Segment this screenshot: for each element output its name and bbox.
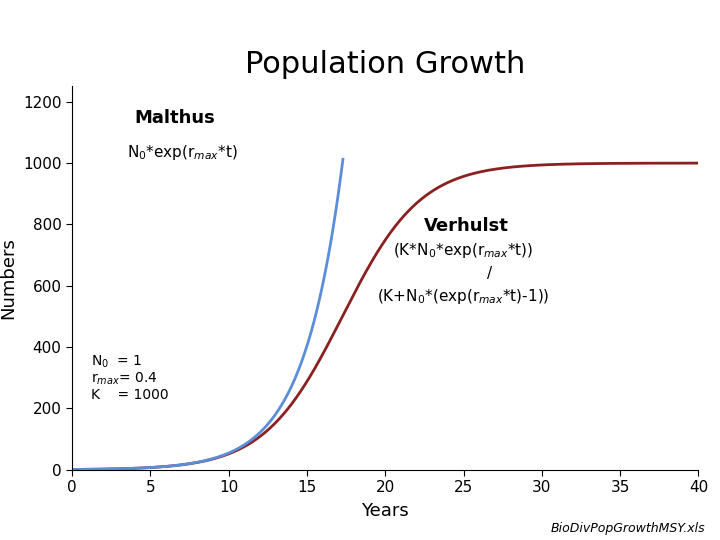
Text: (K+N$_0$*(exp(r$_{max}$*t)-1)): (K+N$_0$*(exp(r$_{max}$*t)-1)) <box>377 287 550 306</box>
Text: Malthus: Malthus <box>135 109 215 127</box>
Text: BioDivPopGrowthMSY.xls: BioDivPopGrowthMSY.xls <box>551 522 706 535</box>
Title: Population Growth: Population Growth <box>245 50 526 78</box>
X-axis label: Years: Years <box>361 502 409 520</box>
Text: Verhulst: Verhulst <box>424 217 509 234</box>
Text: K    = 1000: K = 1000 <box>91 388 168 402</box>
Text: (K*N$_0$*exp(r$_{max}$*t)): (K*N$_0$*exp(r$_{max}$*t)) <box>393 241 534 260</box>
Text: N$_0$  = 1: N$_0$ = 1 <box>91 354 143 370</box>
Text: N$_0$*exp(r$_{max}$*t): N$_0$*exp(r$_{max}$*t) <box>127 143 238 162</box>
Y-axis label: Numbers: Numbers <box>0 237 17 319</box>
Text: r$_{max}$= 0.4: r$_{max}$= 0.4 <box>91 370 158 387</box>
Text: /: / <box>487 266 492 281</box>
